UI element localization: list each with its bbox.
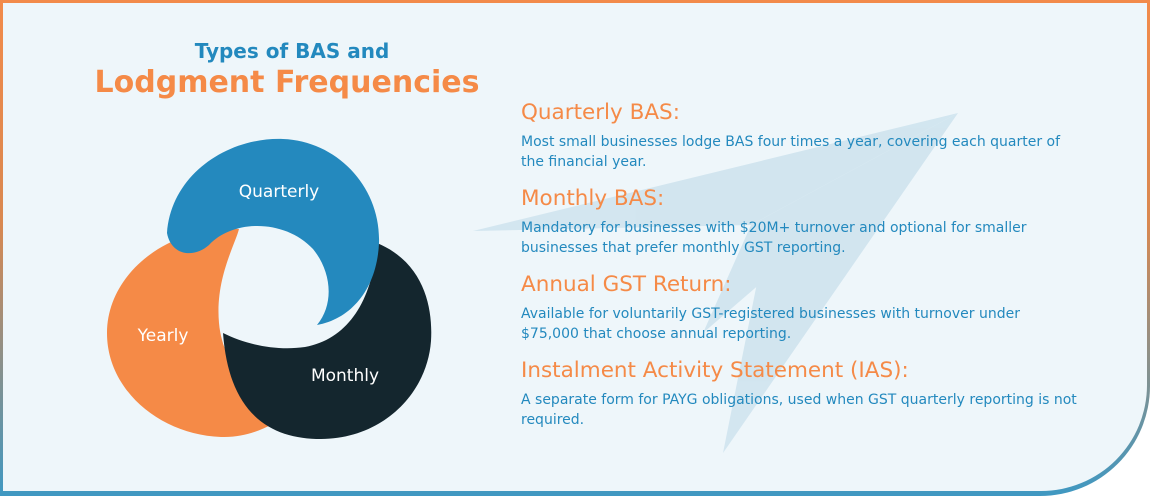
paper-plane-icon — [473, 113, 958, 453]
item-title: Monthly BAS: — [521, 186, 665, 211]
label-yearly: Yearly — [137, 326, 189, 346]
item-description: Mandatory for businesses with $20M+ turn… — [521, 220, 1027, 256]
item-description: Available for voluntarily GST-registered… — [521, 306, 1020, 342]
segment-quarterly — [167, 138, 380, 325]
list-item-annual-gst-return: Annual GST Return: Available for volunta… — [521, 271, 1081, 344]
list-item-monthly-bas: Monthly BAS: Mandatory for businesses wi… — [521, 185, 1081, 258]
card-panel: Types of BAS and Lodgment Frequencies Qu… — [3, 3, 1147, 491]
heading-line-1: Types of BAS and — [194, 39, 390, 63]
segment-monthly — [223, 243, 432, 439]
item-description: Most small businesses lodge BAS four tim… — [521, 134, 1061, 170]
list-item-quarterly-bas: Quarterly BAS: Most small businesses lod… — [521, 99, 1081, 172]
bas-types-list: Quarterly BAS: Most small businesses lod… — [521, 99, 1081, 443]
item-title: Instalment Activity Statement (IAS): — [521, 358, 909, 383]
list-item-ias: Instalment Activity Statement (IAS): A s… — [521, 357, 1081, 430]
item-description: A separate form for PAYG obligations, us… — [521, 392, 1077, 428]
diagram-hub — [223, 249, 311, 337]
item-title: Quarterly BAS: — [521, 100, 680, 125]
heading-line-2: Lodgment Frequencies — [94, 65, 480, 100]
item-title: Annual GST Return: — [521, 272, 732, 297]
label-monthly: Monthly — [311, 366, 379, 386]
label-quarterly: Quarterly — [239, 182, 319, 202]
frequency-cycle-diagram: Quarterly Yearly Monthly — [107, 138, 432, 439]
